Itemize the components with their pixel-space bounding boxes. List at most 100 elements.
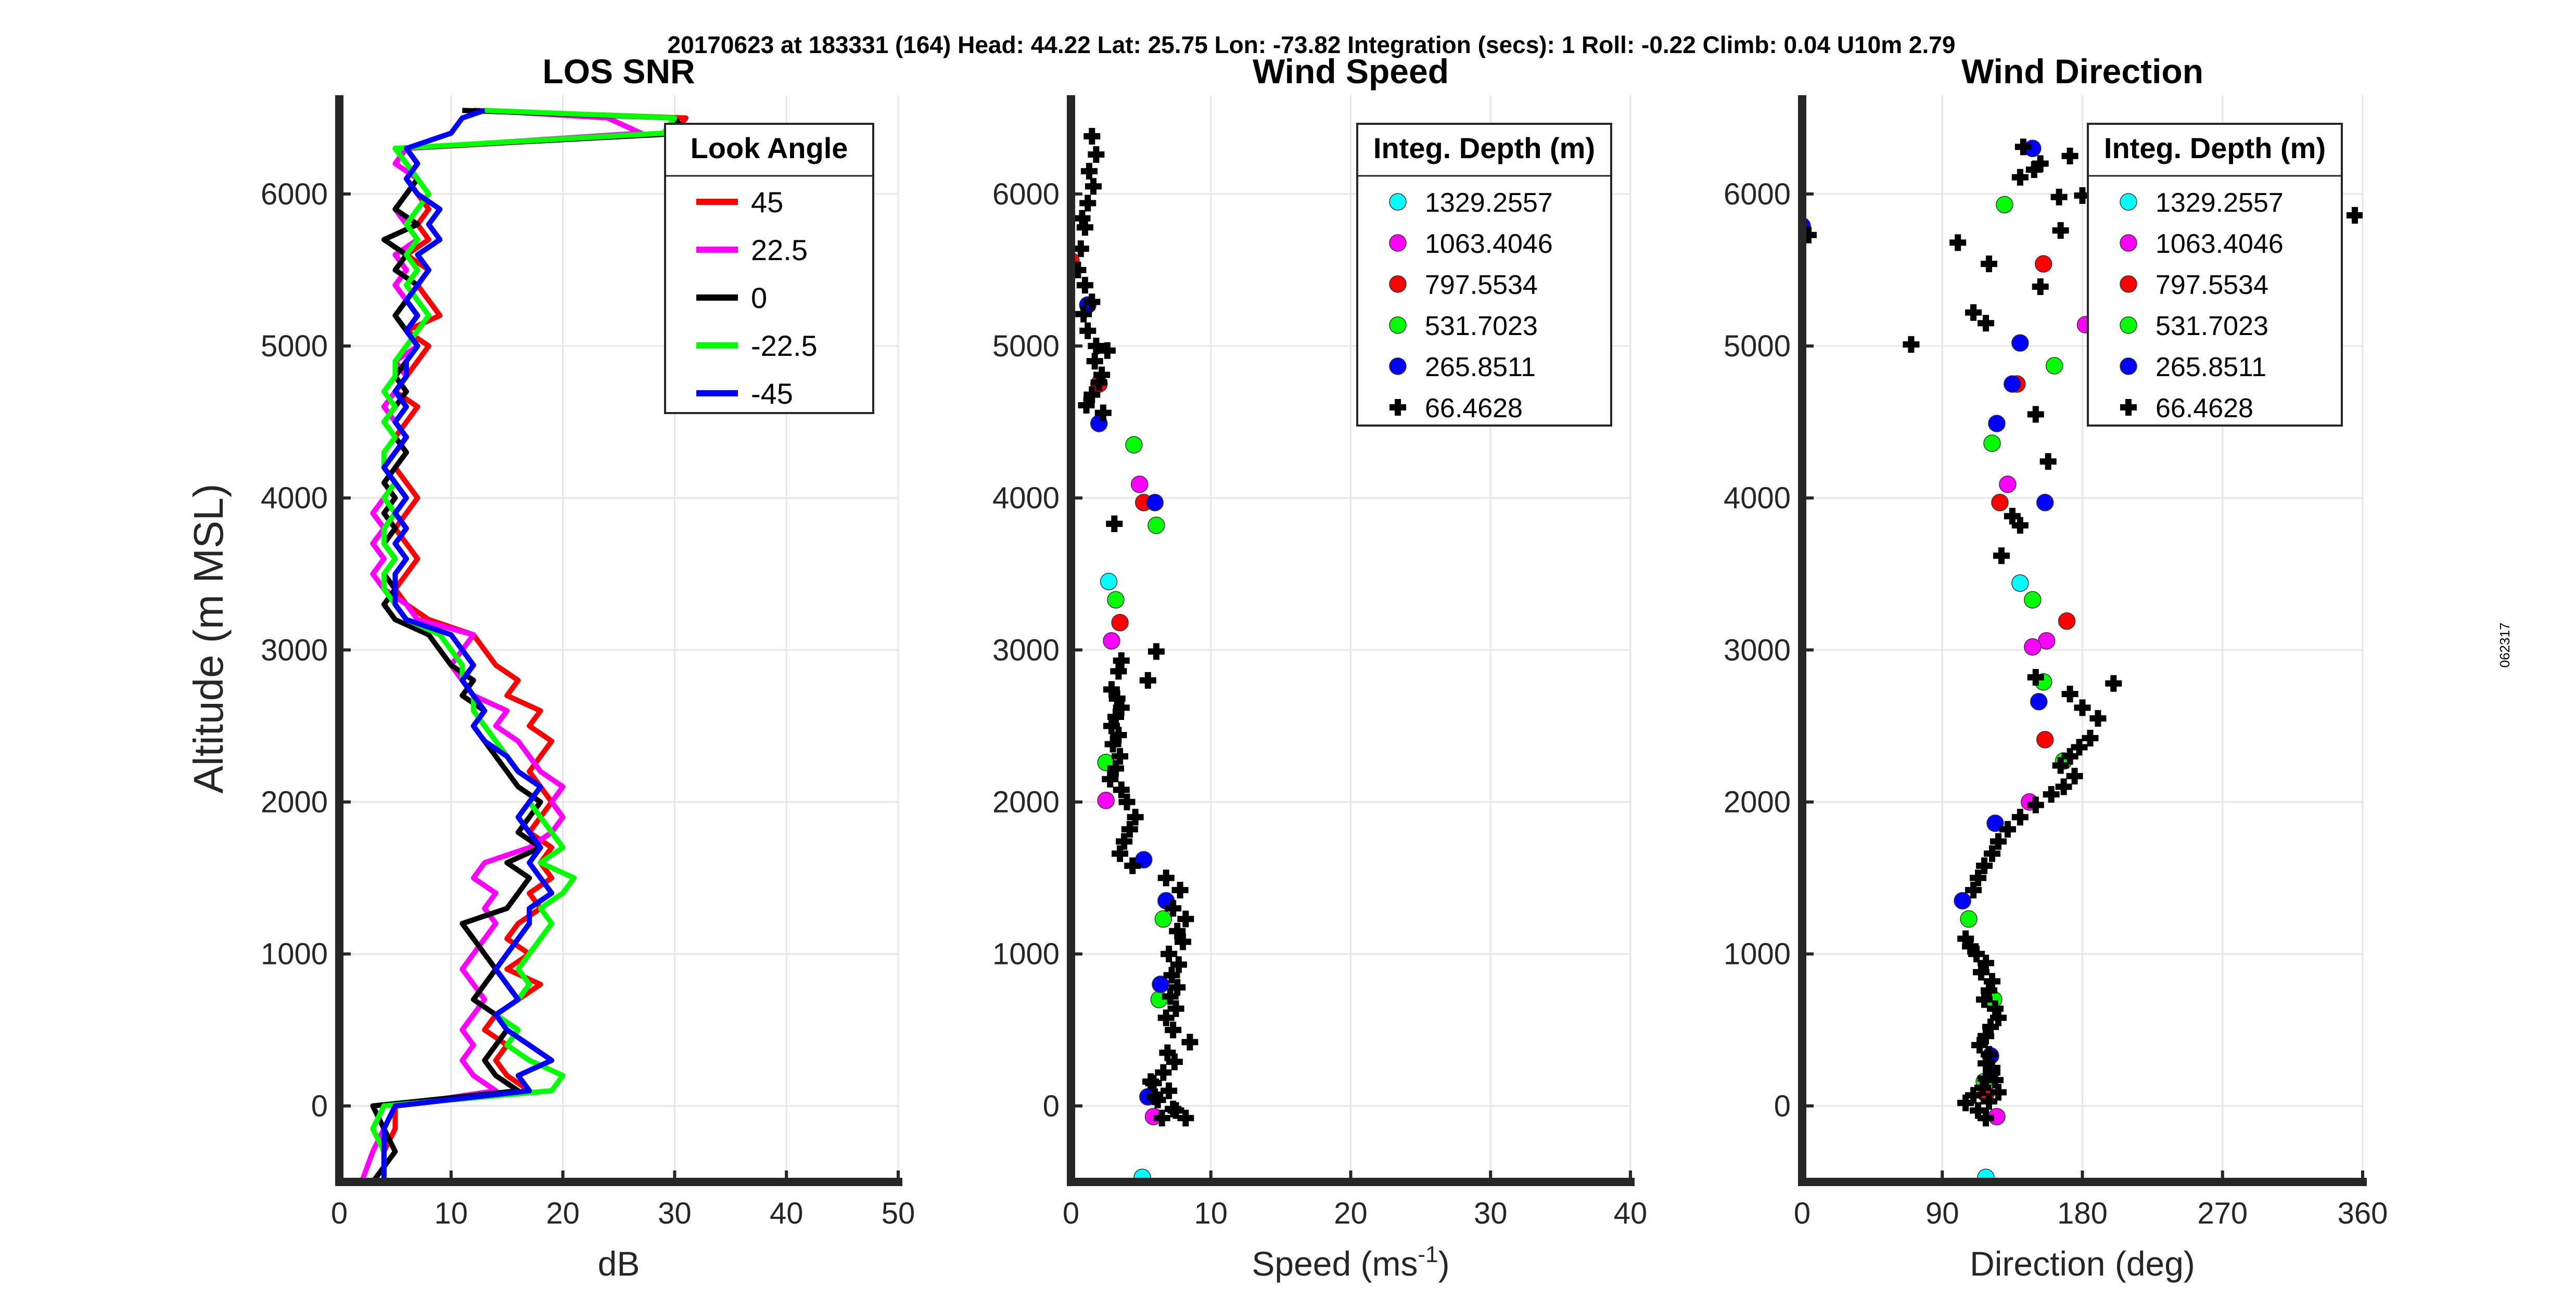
legend-title: Integ. Depth (m) bbox=[1373, 132, 1595, 164]
y-tick-label: 3000 bbox=[992, 633, 1060, 667]
data-point-66.4628 bbox=[1981, 255, 1997, 273]
data-point-66.4628 bbox=[1079, 322, 1096, 339]
data-point-531.7023 bbox=[1983, 434, 2001, 452]
data-point-66.4628 bbox=[1118, 793, 1136, 811]
data-point-66.4628 bbox=[1965, 882, 1982, 899]
data-point-66.4628 bbox=[1157, 1009, 1175, 1026]
data-point-66.4628 bbox=[1076, 219, 1093, 236]
data-point-66.4628 bbox=[1147, 643, 1165, 660]
data-point-66.4628 bbox=[1088, 146, 1105, 163]
data-point-66.4628 bbox=[1981, 982, 1997, 999]
data-point-66.4628 bbox=[1169, 979, 1186, 996]
data-point-66.4628 bbox=[1978, 1070, 1995, 1087]
data-point-66.4628 bbox=[2061, 686, 2078, 703]
x-tick-label: 10 bbox=[435, 1197, 468, 1230]
legend-entry: 45 bbox=[751, 186, 783, 218]
data-point-265.8511 bbox=[1152, 975, 1169, 993]
data-point-531.7023 bbox=[1107, 591, 1125, 609]
data-point-66.4628 bbox=[1177, 910, 1194, 928]
data-point-1063.4046 bbox=[2024, 638, 2042, 656]
data-point-66.4628 bbox=[2011, 808, 2029, 826]
data-point-531.7023 bbox=[2045, 357, 2063, 375]
legend-marker bbox=[2120, 193, 2137, 211]
legend-marker bbox=[1389, 193, 1407, 211]
data-point-66.4628 bbox=[1078, 397, 1095, 414]
x-axis-label: dB bbox=[598, 1244, 640, 1283]
data-point-66.4628 bbox=[2066, 767, 2083, 784]
y-tick-label: 0 bbox=[1774, 1089, 1791, 1123]
data-point-66.4628 bbox=[1169, 922, 1186, 940]
legend-entry: 531.7023 bbox=[2156, 311, 2268, 341]
legend-box bbox=[2087, 123, 2343, 427]
x-tick-label: 20 bbox=[1334, 1197, 1368, 1230]
data-point-66.4628 bbox=[1076, 277, 1093, 294]
legend-marker bbox=[1389, 357, 1407, 375]
data-point-66.4628 bbox=[1159, 1044, 1176, 1061]
data-point-797.5534 bbox=[2058, 612, 2076, 630]
data-point-66.4628 bbox=[1157, 869, 1175, 886]
data-point-531.7023 bbox=[2024, 591, 2042, 609]
data-point-66.4628 bbox=[1107, 708, 1124, 725]
data-point-66.4628 bbox=[1079, 195, 1096, 212]
legend: Integ. Depth (m) 1329.2557 1063.4046 797.55… bbox=[1356, 123, 1612, 427]
legend-box bbox=[664, 123, 874, 414]
data-point-66.4628 bbox=[1112, 748, 1129, 765]
data-point-66.4628 bbox=[1112, 845, 1129, 862]
data-point-66.4628 bbox=[1094, 404, 1112, 421]
data-point-66.4628 bbox=[1973, 963, 1990, 981]
data-point-66.4628 bbox=[1171, 882, 1189, 899]
data-point-66.4628 bbox=[1110, 663, 1127, 680]
y-tick-label: 3000 bbox=[261, 633, 328, 667]
data-point-66.4628 bbox=[2061, 147, 2078, 164]
panel-wind-speed: 0 10 20 30 40 0 1000 2000 3000 4000 5000 6000 Wind S… bbox=[992, 52, 1647, 1283]
legend-entry: 265.8511 bbox=[1425, 352, 1536, 382]
x-axis-label: Direction (deg) bbox=[1970, 1244, 2195, 1283]
data-point-66.4628 bbox=[1080, 163, 1098, 180]
x-tick-label: 20 bbox=[546, 1197, 580, 1230]
data-point-1063.4046 bbox=[1097, 791, 1115, 809]
data-point-1329.2557 bbox=[1100, 573, 1118, 590]
legend-marker bbox=[2120, 275, 2137, 293]
data-point-1329.2557 bbox=[2011, 574, 2029, 592]
data-point-66.4628 bbox=[1107, 760, 1124, 777]
data-point-66.4628 bbox=[2052, 757, 2069, 774]
data-point-66.4628 bbox=[1175, 933, 1191, 950]
data-point-66.4628 bbox=[1163, 967, 1180, 984]
data-point-66.4628 bbox=[1155, 1064, 1172, 1081]
data-point-66.4628 bbox=[1108, 690, 1126, 707]
data-point-66.4628 bbox=[1127, 808, 1144, 826]
data-point-66.4628 bbox=[1970, 869, 1987, 886]
x-tick-label: 360 bbox=[2338, 1197, 2388, 1230]
data-point-66.4628 bbox=[2043, 786, 2060, 803]
y-tick-label: 2000 bbox=[1724, 786, 1791, 819]
data-point-66.4628 bbox=[1088, 338, 1105, 355]
data-point-66.4628 bbox=[1976, 857, 1993, 874]
data-point-66.4628 bbox=[1976, 991, 1993, 1008]
data-point-66.4628 bbox=[1978, 315, 1995, 332]
legend-entry: 1063.4046 bbox=[2156, 229, 2284, 259]
x-tick-label: 30 bbox=[1474, 1197, 1508, 1230]
figure-suptitle: 20170623 at 183331 (164) Head: 44.22 Lat… bbox=[668, 31, 1956, 58]
data-point-66.4628 bbox=[1086, 353, 1103, 370]
data-point-531.7023 bbox=[1154, 910, 1172, 928]
series-line-0 bbox=[370, 108, 688, 1182]
data-point-66.4628 bbox=[1983, 845, 2000, 862]
y-axis-label: Altitude (m MSL) bbox=[185, 484, 232, 794]
panel-wind-direction: 0 90 180 270 360 0 1000 2000 3000 4000 5000 6000 Win… bbox=[1724, 52, 2388, 1283]
legend-entry: 66.4628 bbox=[1425, 393, 1523, 423]
legend-marker bbox=[1389, 275, 1407, 293]
data-point-66.4628 bbox=[1102, 770, 1119, 788]
data-point-66.4628 bbox=[2061, 748, 2078, 765]
panel-title: Wind Direction bbox=[1961, 52, 2203, 91]
data-point-66.4628 bbox=[1957, 1095, 1974, 1112]
y-tick-label: 4000 bbox=[261, 481, 328, 515]
data-point-265.8511 bbox=[1146, 494, 1164, 511]
data-point-66.4628 bbox=[1110, 727, 1127, 744]
data-point-531.7023 bbox=[1960, 910, 1978, 928]
data-point-797.5534 bbox=[2034, 255, 2052, 273]
series-line--22.5 bbox=[370, 108, 678, 1182]
legend: Integ. Depth (m) 1329.2557 1063.4046 797.55… bbox=[2087, 123, 2343, 427]
legend-marker bbox=[2120, 316, 2137, 334]
side-label: 062317 bbox=[2497, 623, 2513, 668]
legend-entry: 22.5 bbox=[751, 234, 808, 266]
